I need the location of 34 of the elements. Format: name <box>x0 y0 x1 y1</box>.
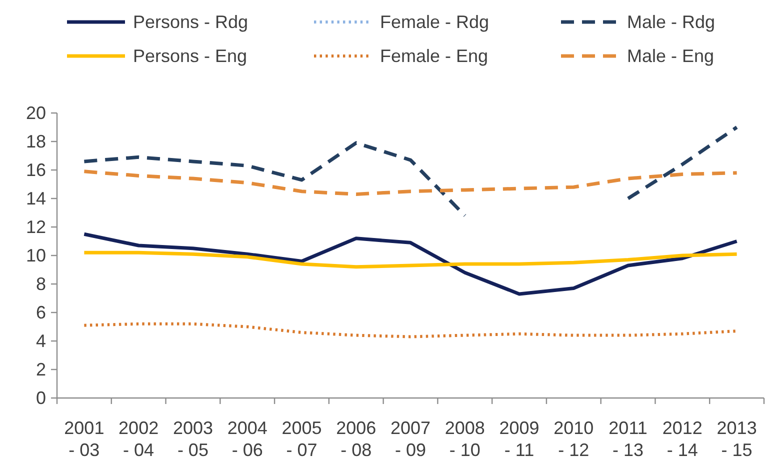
x-tick-label: 2007 - 09 <box>390 418 431 460</box>
line-series <box>82 322 738 338</box>
x-tick-label: 2004 - 06 <box>227 418 268 460</box>
x-tick-label: 2009 - 11 <box>499 418 540 460</box>
line-series <box>82 250 739 269</box>
line-series <box>82 232 739 296</box>
legend-label: Persons - Rdg <box>133 12 248 32</box>
x-tick-label: 2008 - 10 <box>444 418 485 460</box>
x-tick-label: 2006 - 08 <box>336 418 376 460</box>
y-tick-label: 8 <box>36 274 46 294</box>
x-tick-label: 2012 - 14 <box>662 418 702 460</box>
y-tick-label: 20 <box>26 103 46 123</box>
x-tick-label: 2001 - 03 <box>64 418 104 460</box>
x-tick-label: 2010 - 12 <box>554 418 594 460</box>
legend-label: Female - Eng <box>380 46 488 66</box>
y-tick-label: 0 <box>36 388 46 408</box>
legend-label: Female - Rdg <box>380 12 490 32</box>
y-tick-label: 2 <box>36 360 46 380</box>
y-tick-label: 18 <box>26 132 46 152</box>
legend-label: Male - Rdg <box>627 12 716 32</box>
x-tick-label: 2011 - 13 <box>608 418 648 460</box>
y-tick-label: 14 <box>26 188 46 208</box>
x-tick-label: 2013 - 15 <box>716 418 757 460</box>
y-tick-label: 10 <box>26 246 46 266</box>
legend-label: Persons - Eng <box>133 46 248 66</box>
x-tick-label: 2005 - 07 <box>282 418 322 460</box>
line-series <box>82 170 739 196</box>
y-tick-label: 4 <box>36 331 46 351</box>
y-tick-label: 6 <box>36 302 46 322</box>
y-tick-label: 12 <box>26 217 46 237</box>
y-tick-label: 16 <box>26 160 46 180</box>
x-tick-label: 2003 - 05 <box>172 418 213 460</box>
x-tick-label: 2002 - 04 <box>118 418 159 460</box>
legend-label: Male - Eng <box>627 46 714 66</box>
